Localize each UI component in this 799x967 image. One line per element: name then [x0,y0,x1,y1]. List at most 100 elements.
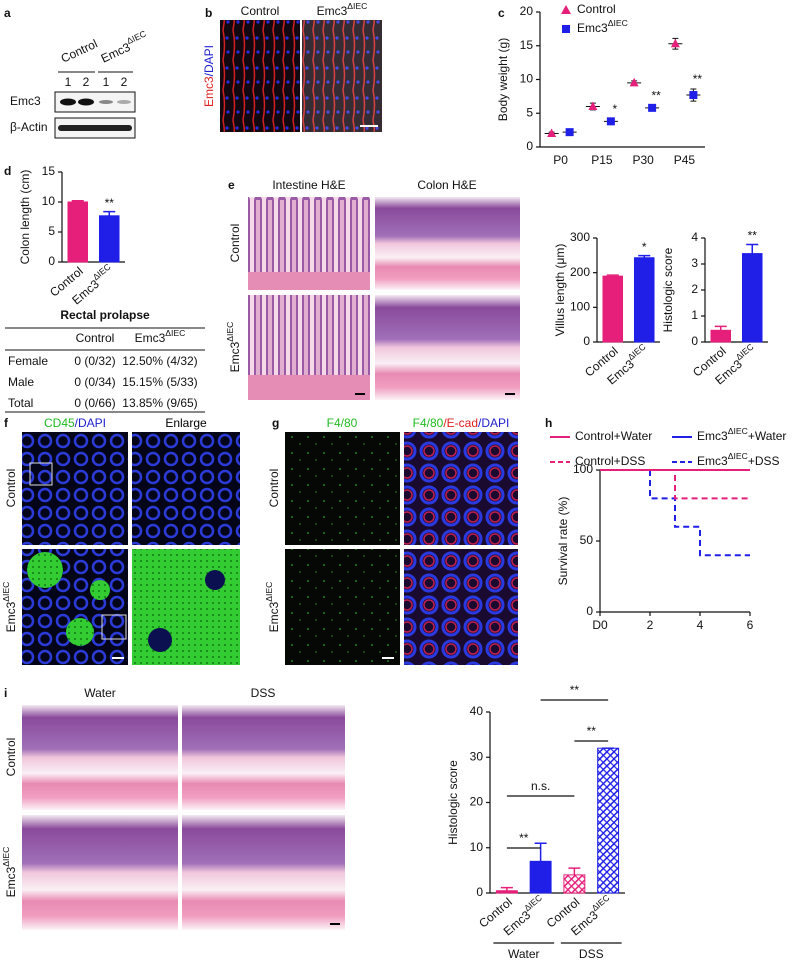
micrograph [22,432,128,545]
stain-part: Emc3 [202,76,216,107]
micrograph [248,272,370,290]
x-tick-label: 6 [747,618,754,632]
table-cell: 0 (0/32) [74,354,115,368]
marker [670,38,680,48]
micrograph-feature [66,618,94,646]
panel-label: h [545,416,552,430]
lane-number: 2 [121,75,128,89]
error-bar [500,886,513,891]
table-cell: 0 (0/34) [74,375,115,389]
band [58,125,132,131]
y-axis-label: Body weight (g) [496,38,510,121]
y-tick-label: 10 [520,72,534,86]
stain-part: F4/80 [413,416,444,430]
table-cell: 0 (0/66) [74,396,115,410]
table-header: Control [76,331,115,345]
micrograph [302,20,382,132]
significance: n.s. [531,779,550,793]
lane-number: 1 [103,75,110,89]
y-tick-label: 15 [42,164,56,178]
significance: ** [519,831,529,845]
panel-label: i [4,686,7,700]
legend-marker [562,25,570,33]
micrograph-feature [148,628,172,652]
inset-box [29,462,53,486]
y-tick-label: 5 [526,105,533,119]
blot-box [54,91,136,113]
y-tick-label: 100 [570,300,590,314]
column-title: Colon H&E [417,178,476,192]
marker [689,91,698,100]
significance: ** [105,196,115,210]
y-tick-label: 0 [48,254,55,268]
y-axis-label: Survival rate (%) [556,497,570,586]
panel-label: d [4,164,11,178]
band [60,98,76,106]
legend-label: Control [577,2,616,16]
y-tick-label: 10 [42,194,56,208]
inset-box [101,614,127,640]
micrograph [285,549,400,665]
marker [648,103,657,112]
table-header: Emc3ΔIEC [135,328,186,345]
micrograph [404,432,518,545]
error-bar [606,274,619,277]
x-tick-label: 2 [647,618,654,632]
row-label: Control [4,738,18,777]
panel-label: e [228,178,235,192]
error-bar [71,200,84,202]
y-tick-label: 50 [580,533,594,547]
column-title: Intestine H&E [272,178,345,192]
row-label: Control [267,469,281,508]
stain-part: /DAPI [202,45,216,76]
band [117,100,131,104]
stain-label: CD45/DAPI [44,416,106,430]
significance: * [642,240,647,254]
bar [67,201,89,263]
lane-group-label: Control [59,37,100,66]
stain-part: F4/80 [327,416,358,430]
y-tick-label: 0 [691,334,698,348]
micrograph [285,432,400,545]
marker [629,77,639,87]
column-title: Control [241,4,280,18]
row-label: Control [228,224,242,263]
stain-part: /E-cad [443,416,478,430]
lane-number: 2 [83,75,90,89]
marker [547,128,557,137]
y-tick-label: 10 [470,840,484,854]
row-label: Control [4,469,18,508]
lane-number: 1 [65,75,72,89]
error-bar [714,325,727,331]
panel-label: f [4,416,9,430]
marker [588,101,598,110]
micrograph [375,295,520,400]
western-blot [54,71,136,139]
stain-part: /DAPI [75,416,106,430]
bar [741,253,763,343]
error-bar [746,243,759,254]
column-title: Emc3ΔIEC [317,1,368,18]
y-tick-label: 5 [48,224,55,238]
x-tick-label: P30 [632,153,654,167]
x-tick-label: 4 [697,618,704,632]
column-title: Water [84,686,116,700]
significance: ** [651,88,661,102]
x-tick-label: P45 [674,153,696,167]
lane-group-label: Emc3ΔIEC [97,29,150,66]
y-tick-label: 0 [583,334,590,348]
bar [563,874,586,894]
x-tick-label: D0 [592,618,608,632]
legend-label: Emc3ΔIEC [577,18,628,35]
micrograph [132,549,240,665]
micrograph [404,549,518,665]
significance: ** [587,724,597,738]
y-tick-label: 3 [691,256,698,270]
table-cell: 15.15% (5/33) [122,375,197,389]
row-label: Emc3ΔIEC [264,582,281,633]
y-tick-label: 200 [570,265,590,279]
blot-row-label: Emc3 [10,94,41,108]
y-tick-label: 300 [570,230,590,244]
panel-label: g [272,416,279,430]
